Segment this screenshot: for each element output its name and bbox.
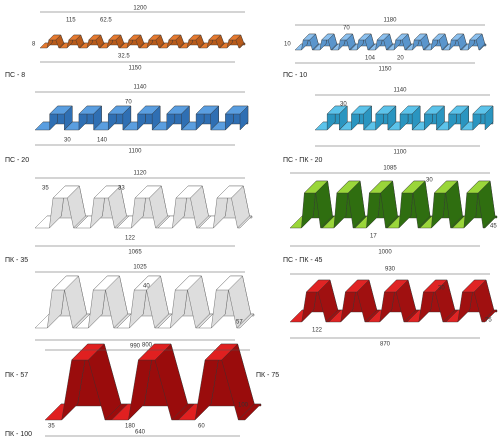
dimension: 30	[64, 138, 71, 144]
dimension: 57	[236, 320, 243, 326]
profile-shape	[237, 215, 253, 229]
profile-shape	[239, 121, 249, 131]
profile-label: ПК - 57	[5, 372, 28, 379]
dimension: 1120	[134, 171, 148, 177]
dimension: 1085	[383, 166, 397, 172]
dimension: 17	[370, 234, 377, 240]
dimension: 140	[97, 138, 108, 144]
dimension: 30	[438, 286, 445, 292]
dimension: 8	[32, 42, 36, 48]
dimension: 45	[490, 224, 497, 230]
profile-label: ПК - 35	[5, 257, 28, 264]
profile-shape	[481, 309, 498, 323]
dimension: 100	[238, 403, 249, 409]
profile-label: ПС - 20	[5, 157, 29, 164]
dimension: 75	[485, 318, 492, 324]
dimension: 33	[118, 186, 125, 192]
dimension: 104	[365, 56, 376, 62]
profile-label: ПС - ПК - 45	[283, 257, 323, 264]
profiles	[34, 33, 498, 421]
dimension: 32.5	[118, 54, 130, 60]
dimension: 70	[343, 26, 350, 32]
dimension: 35	[42, 186, 49, 192]
profile-label: ПС - 8	[5, 72, 25, 79]
profile-label: ПС - ПК - 20	[283, 157, 323, 164]
dimension: 1180	[384, 18, 398, 24]
profile-shape	[236, 313, 255, 329]
dimension: 20	[397, 56, 404, 62]
profile-label: ПС - 10	[283, 72, 307, 79]
dimension: 640	[135, 430, 146, 436]
dimension: 122	[312, 328, 323, 334]
dimension: 180	[125, 424, 136, 430]
dimension: 62.5	[100, 18, 112, 24]
dimension: 115	[66, 18, 76, 24]
dimension: 122	[125, 236, 136, 242]
dimension: 60	[198, 424, 205, 430]
dimension: 10	[284, 42, 291, 48]
dimension: 30	[340, 102, 347, 108]
dimension-lines	[35, 11, 490, 437]
dimension: 1200	[133, 6, 147, 12]
profile-shape	[484, 121, 494, 131]
dimension: 990	[130, 344, 141, 350]
dimension: 1000	[378, 250, 392, 256]
dimension: 930	[385, 267, 396, 273]
dimension: 1140	[134, 85, 148, 91]
dimension: 870	[380, 342, 391, 348]
dimension: 1025	[133, 265, 147, 271]
dimension: 1100	[394, 150, 408, 156]
dimension: 70	[125, 100, 132, 106]
profile-label: ПК - 100	[5, 431, 32, 438]
dimension: 1150	[129, 66, 143, 72]
profile-shape	[237, 403, 262, 421]
profile-shape	[238, 42, 246, 49]
dimension: 800	[142, 343, 153, 349]
dimension: 30	[426, 178, 433, 184]
profile-shape	[478, 43, 487, 51]
profile-shape	[482, 215, 498, 229]
dimension: 1150	[379, 67, 393, 73]
dimension: 1100	[129, 149, 143, 155]
dimension: 35	[48, 424, 55, 430]
profile-label: ПК - 75	[256, 372, 279, 379]
dimension: 40	[143, 284, 150, 290]
dimension: 1065	[128, 250, 142, 256]
dimension: 1140	[394, 88, 408, 94]
